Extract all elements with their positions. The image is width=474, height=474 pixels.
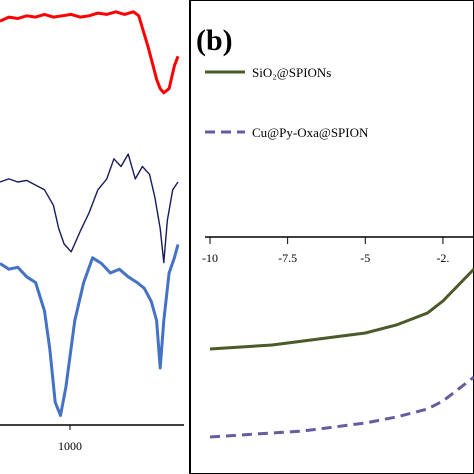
panel-b-lines bbox=[209, 267, 474, 439]
panel-a-series-3 bbox=[0, 244, 180, 417]
panel-a-tick-label: 1000 bbox=[58, 439, 82, 453]
panel-a: 1000 bbox=[0, 10, 184, 453]
panel-b-series-1 bbox=[209, 267, 474, 351]
panel-a-series-1 bbox=[0, 10, 180, 95]
legend: SiO₂@SPIONs Cu@Py-Oxa@SPION bbox=[205, 65, 369, 140]
panel-b-series-2 bbox=[209, 375, 474, 439]
panel-a-lines bbox=[0, 10, 180, 417]
panel-b-tick-label: -2. bbox=[436, 251, 449, 265]
panel-b-tick-label: -5 bbox=[360, 251, 370, 265]
panel-b-x-axis: -10 -7.5 -5 -2. bbox=[202, 236, 474, 265]
panel-b-label: (b) bbox=[196, 24, 233, 57]
legend-label-sio2: SiO₂@SPIONs bbox=[252, 65, 331, 80]
legend-label-cu: Cu@Py-Oxa@SPION bbox=[252, 125, 369, 140]
panel-b-tick-label: -10 bbox=[202, 251, 218, 265]
panel-a-series-2 bbox=[0, 153, 179, 264]
panel-b-tick-label: -7.5 bbox=[278, 251, 297, 265]
